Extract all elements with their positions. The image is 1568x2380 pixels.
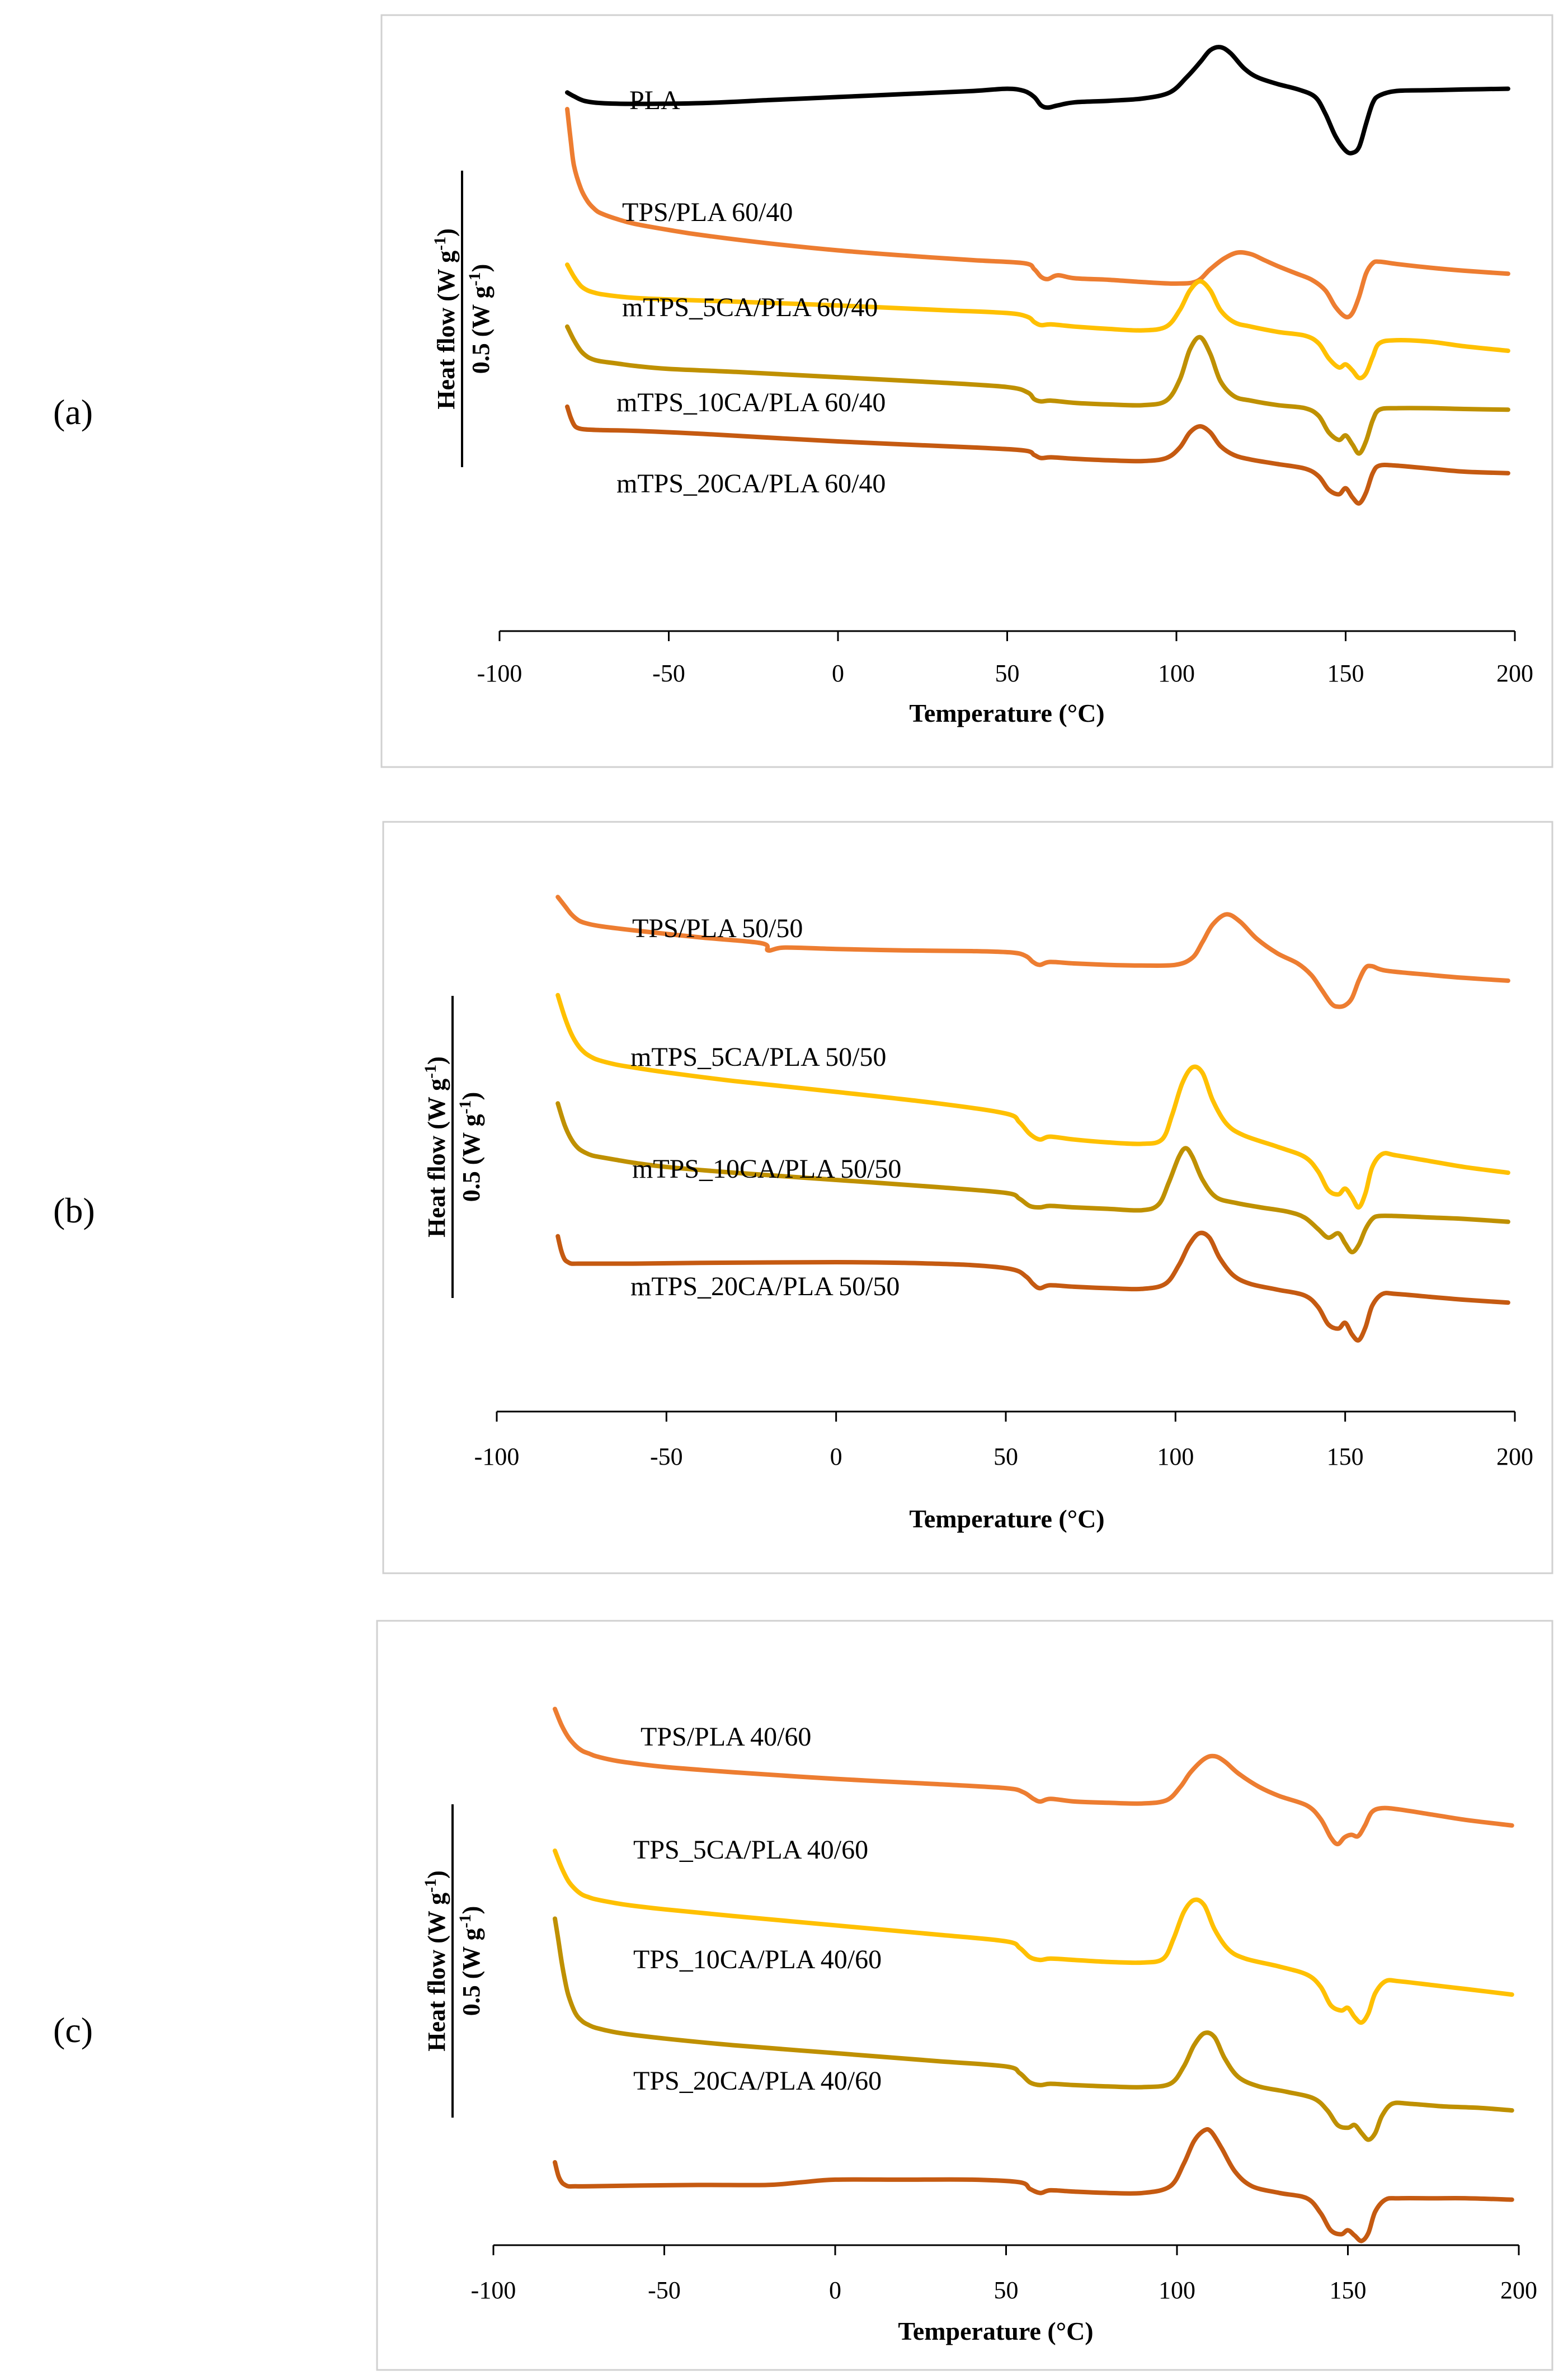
series-label-tps-5ca-pla-40-60: TPS_5CA/PLA 40/60 <box>633 1835 868 1865</box>
panel-b-ylabel: Heat flow (W g-1) 0.5 (W g-1) <box>421 996 486 1298</box>
x-tick-label-100: 100 <box>1157 1443 1194 1470</box>
panel-a-tick-marks <box>498 631 1516 641</box>
panel-b-curves <box>555 895 1510 1343</box>
x-tick-label-200: 200 <box>1496 1443 1533 1470</box>
curve-mtps-20ca-pla-50-50 <box>555 1230 1510 1343</box>
series-label-tps-pla-40-60: TPS/PLA 40/60 <box>641 1722 811 1752</box>
curve-tps-10ca-pla-40-60 <box>553 1916 1514 2142</box>
panel-c-label: (c) <box>53 2010 93 2050</box>
curve-mtps-10ca-pla-60-40 <box>565 324 1510 456</box>
panel-c-curves <box>553 1706 1514 2243</box>
panel-b: (b) Heat flow (W g-1) 0.5 (W g-1) -100 -5… <box>53 821 1553 1574</box>
series-label-mtps-20ca-pla-50-50: mTPS_20CA/PLA 50/50 <box>630 1272 900 1301</box>
x-tick-label-200: 200 <box>1496 660 1533 687</box>
series-label-tps-10ca-pla-40-60: TPS_10CA/PLA 40/60 <box>633 1945 882 1974</box>
series-label-mtps-10ca-pla-50-50: mTPS_10CA/PLA 50/50 <box>632 1154 901 1184</box>
x-tick-label-100: -100 <box>477 660 522 687</box>
series-label-mtps-5ca-pla-60-40: mTPS_5CA/PLA 60/40 <box>622 293 878 322</box>
curve-tps-5ca-pla-40-60 <box>553 1849 1514 2025</box>
x-tick-label-150: 150 <box>1330 2276 1367 2304</box>
panel-b-tick-marks <box>496 1412 1516 1422</box>
series-label-tps-pla-50-50: TPS/PLA 50/50 <box>632 914 803 943</box>
panel-b-label: (b) <box>53 1191 95 1230</box>
curve-tps-pla-50-50 <box>555 895 1510 1009</box>
panel-c-ylabel-scale: 0.5 (W g-1) <box>456 1906 486 2016</box>
x-tick-label-150: 150 <box>1327 660 1364 687</box>
x-tick-label-50: -50 <box>652 660 685 687</box>
panel-a-x-axis-label: Temperature (°C) <box>909 699 1104 727</box>
panel-c-x-axis-label: Temperature (°C) <box>898 2317 1093 2345</box>
x-tick-label-150: 150 <box>1327 1443 1364 1470</box>
panel-b-ylabel-heat-flow: Heat flow (W g-1) <box>421 1056 451 1238</box>
panel-a-label: (a) <box>53 392 93 432</box>
x-tick-label-100: 100 <box>1159 2276 1195 2304</box>
x-tick-label-100: 100 <box>1158 660 1195 687</box>
series-label-tps-20ca-pla-40-60: TPS_20CA/PLA 40/60 <box>633 2066 882 2096</box>
panel-b-tick-labels: -100 -50 0 50 100 150 200 <box>474 1443 1533 1470</box>
series-label-tps-pla-60-40: TPS/PLA 60/40 <box>622 197 793 227</box>
panel-a-ylabel-heat-flow: Heat flow (W g-1) <box>431 228 460 410</box>
series-label-mtps-20ca-pla-60-40: mTPS_20CA/PLA 60/40 <box>616 469 886 498</box>
panel-c-tick-labels: -100 -50 0 50 100 150 200 <box>471 2276 1537 2304</box>
panel-a-series-labels: PLA TPS/PLA 60/40 mTPS_5CA/PLA 60/40 mTP… <box>616 86 886 498</box>
x-tick-label-50: 50 <box>995 660 1020 687</box>
panel-c-ylabel-heat-flow: Heat flow (W g-1) <box>421 1870 451 2052</box>
curve-tps-pla-60-40 <box>565 107 1510 319</box>
x-tick-label-100: -100 <box>474 1443 520 1470</box>
curve-mtps-20ca-pla-60-40 <box>565 404 1510 506</box>
panel-c-series-labels: TPS/PLA 40/60 TPS_5CA/PLA 40/60 TPS_10CA… <box>633 1722 882 2096</box>
x-tick-label-50: -50 <box>650 1443 683 1470</box>
x-tick-label-0: 0 <box>832 660 844 687</box>
x-tick-label-0: 0 <box>829 2276 841 2304</box>
panel-c-ylabel: Heat flow (W g-1) 0.5 (W g-1) <box>421 1804 486 2118</box>
panel-b-frame <box>382 821 1553 1574</box>
panel-b-series-labels: TPS/PLA 50/50 mTPS_5CA/PLA 50/50 mTPS_10… <box>630 914 901 1301</box>
curve-mtps-5ca-pla-50-50 <box>555 993 1510 1210</box>
series-label-pla: PLA <box>629 86 680 115</box>
curve-tps-pla-40-60 <box>553 1706 1514 1847</box>
panel-a-tick-labels: -100 -50 0 50 100 150 200 <box>477 660 1533 687</box>
x-tick-label-50: 50 <box>994 2276 1019 2304</box>
x-tick-label-200: 200 <box>1500 2276 1537 2304</box>
series-label-mtps-10ca-pla-60-40: mTPS_10CA/PLA 60/40 <box>616 388 886 417</box>
panel-a-curves <box>565 45 1510 506</box>
series-label-mtps-5ca-pla-50-50: mTPS_5CA/PLA 50/50 <box>630 1042 886 1072</box>
x-tick-label-0: 0 <box>830 1443 842 1470</box>
panel-a-frame <box>380 14 1553 768</box>
panel-b-ylabel-scale: 0.5 (W g-1) <box>456 1092 486 1202</box>
panel-a-ylabel-scale: 0.5 (W g-1) <box>465 264 495 374</box>
curve-mtps-10ca-pla-50-50 <box>555 1101 1510 1254</box>
curve-pla <box>565 45 1510 156</box>
panel-c-tick-marks <box>492 2245 1520 2255</box>
panel-b-x-axis-label: Temperature (°C) <box>909 1504 1104 1533</box>
panel-a-ylabel: Heat flow (W g-1) 0.5 (W g-1) <box>431 171 495 467</box>
x-tick-label-100: -100 <box>471 2276 516 2304</box>
panel-c: (c) Heat flow (W g-1) 0.5 (W g-1) -100 -5… <box>53 1620 1553 2371</box>
panel-a: (a) Heat flow (W g-1) 0.5 (W g-1) -100 -5… <box>53 14 1553 768</box>
x-tick-label-50: 50 <box>993 1443 1018 1470</box>
curve-tps-20ca-pla-40-60 <box>553 2127 1514 2243</box>
curve-mtps-5ca-pla-60-40 <box>565 262 1510 380</box>
x-tick-label-50: -50 <box>648 2276 681 2304</box>
